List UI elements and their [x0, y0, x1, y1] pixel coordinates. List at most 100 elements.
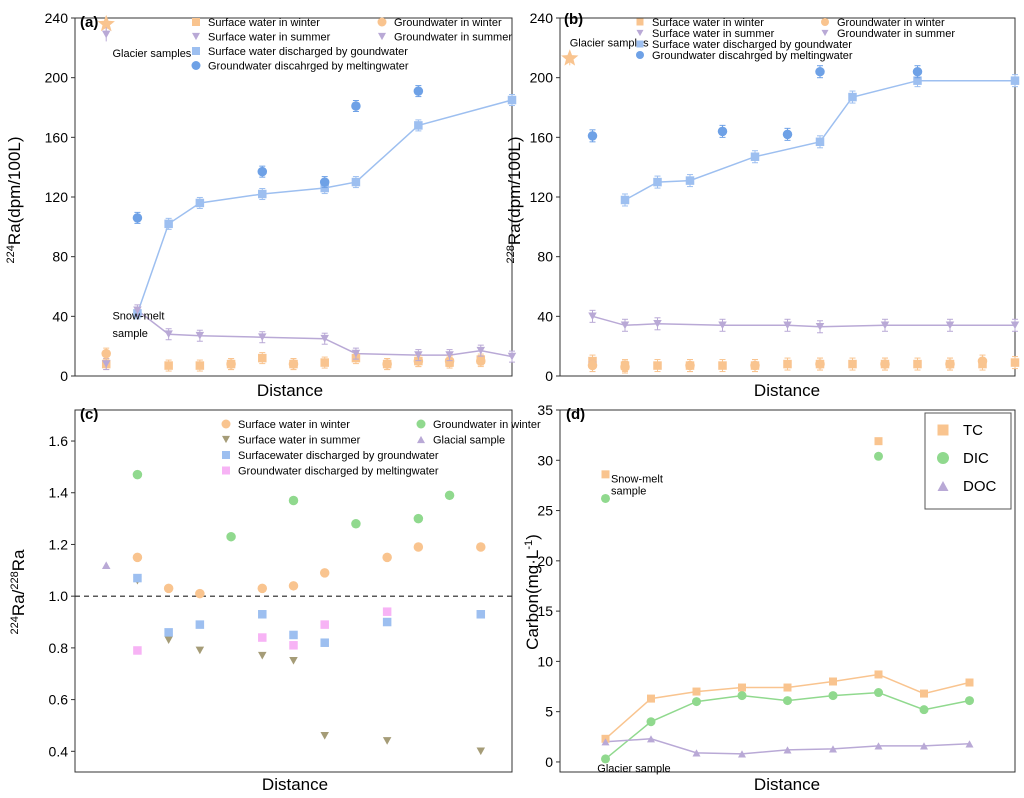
data-point — [507, 95, 517, 105]
y-tick-label: 0.4 — [49, 743, 69, 759]
legend-label: Surface water in summer — [208, 32, 331, 44]
data-point — [258, 353, 267, 363]
legend-marker — [416, 419, 426, 429]
data-point — [351, 519, 361, 529]
legend-marker — [191, 61, 201, 70]
data-point — [783, 696, 792, 706]
legend-marker — [937, 452, 949, 464]
data-point — [738, 683, 746, 692]
data-point — [258, 610, 267, 619]
data-point — [653, 361, 662, 370]
y-tick-label: 80 — [537, 249, 553, 265]
y-axis-label-superscript: -1 — [523, 540, 535, 550]
legend-label: DOC — [963, 478, 997, 495]
data-point — [195, 620, 205, 629]
y-tick-label: 1.0 — [49, 588, 69, 604]
data-point — [133, 646, 142, 655]
data-point — [647, 694, 655, 703]
y-tick-label: 80 — [52, 249, 68, 265]
data-point — [718, 361, 727, 370]
data-point — [920, 742, 928, 750]
legend-label: Surface water in summer — [238, 435, 361, 447]
legend-label: Surface water in summer — [652, 28, 775, 40]
data-point — [880, 321, 890, 330]
data-point — [101, 30, 111, 39]
data-point — [257, 166, 268, 177]
data-point — [413, 86, 424, 96]
legend-marker — [222, 451, 230, 459]
plot-frame — [74, 409, 513, 773]
legend-marker — [937, 424, 949, 436]
data-point — [783, 683, 792, 692]
data-point — [750, 360, 760, 371]
data-point — [685, 176, 695, 185]
y-tick-label: 10 — [537, 653, 553, 669]
data-point — [1010, 358, 1020, 367]
legend: TC DIC DOC — [924, 412, 1012, 510]
chart-panel-1: 0 40 80 120 160 200 240 Glacier samples Snow-mel… — [5, 10, 517, 400]
data-point — [815, 137, 825, 147]
data-point — [913, 359, 922, 369]
legend-marker — [636, 29, 644, 37]
data-point — [320, 638, 329, 647]
panel-label: (a) — [80, 14, 98, 31]
data-point — [133, 306, 142, 315]
annotation: Glacier sample — [597, 763, 670, 775]
legend-marker — [192, 47, 200, 55]
data-point — [783, 746, 792, 754]
data-point — [445, 351, 454, 359]
data-point — [965, 740, 974, 748]
y-tick-label: 120 — [45, 189, 69, 205]
data-point — [965, 696, 974, 706]
legend: Surface water in winter Groundwater in wi… — [191, 17, 512, 73]
legend-label: Surfacewater discharged by groundwater — [238, 450, 439, 462]
data-point — [382, 607, 392, 616]
x-axis-label: Distance — [754, 381, 820, 400]
data-point — [351, 177, 361, 187]
legend-marker — [636, 40, 644, 48]
legend-marker — [377, 17, 387, 27]
data-point — [717, 126, 728, 137]
y-tick-label: 40 — [537, 308, 553, 324]
chart-panel-3: 0.4 0.6 0.8 1.0 1.2 1.4 1.6 (c) Distance 224Ra/22… — [9, 406, 541, 794]
legend: Surface water in winter Groundwater in wi… — [221, 419, 541, 478]
legend-label: Groundwater in winter — [394, 17, 502, 29]
data-point — [507, 352, 517, 361]
y-tick-label: 120 — [530, 189, 554, 205]
annotation: sample — [611, 485, 646, 497]
y-tick-label: 1.4 — [49, 485, 69, 501]
data-point — [164, 628, 173, 637]
data-point — [476, 610, 486, 619]
data-point — [226, 531, 236, 542]
y-tick-label: 30 — [537, 452, 553, 468]
legend-marker — [821, 18, 829, 26]
data-point — [414, 121, 423, 130]
data-point — [258, 189, 267, 199]
y-axis-label-superscript: 228 — [505, 245, 517, 263]
data-point — [1010, 321, 1020, 330]
data-point — [476, 747, 486, 756]
data-point — [476, 356, 486, 366]
data-point — [288, 581, 299, 591]
data-point — [382, 359, 392, 369]
data-point — [601, 738, 610, 746]
annotation: Snow-melt — [112, 310, 164, 322]
data-point — [258, 333, 267, 342]
data-point — [288, 495, 299, 506]
x-axis-label: Distance — [257, 381, 323, 400]
legend-label: Groundwater in summer — [394, 32, 512, 44]
data-point — [195, 198, 205, 208]
y-tick-label: 1.6 — [49, 433, 69, 449]
data-point — [920, 689, 928, 698]
y-tick-label: 40 — [52, 308, 68, 324]
data-point — [289, 641, 298, 650]
y-tick-label: 35 — [537, 402, 553, 418]
x-axis-label: Distance — [754, 775, 820, 794]
y-axis-label: 224Ra(dpm/100L) — [5, 136, 24, 263]
data-point — [413, 542, 424, 552]
data-point — [815, 359, 825, 369]
panel-label: (d) — [566, 406, 585, 423]
data-point — [382, 737, 392, 745]
